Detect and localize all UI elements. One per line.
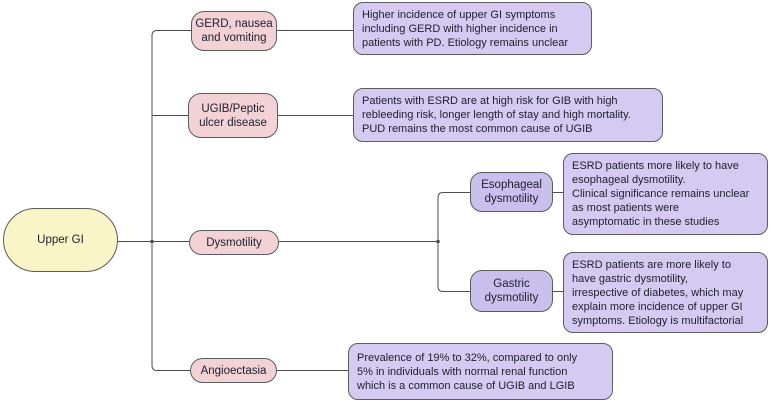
edge-split-children (437, 192, 470, 292)
detail-box-angioectasia: Prevalence of 19% to 32%, compared to on… (348, 343, 613, 400)
detail-box-esophageal: ESRD patients more likely to have esopha… (563, 153, 768, 235)
branch-node-ugib-peptic-ulcer: UGIB/Peptic ulcer disease (188, 93, 278, 138)
junction-dot-split (436, 239, 440, 244)
subnode-esophageal-dysmotility: Esophageal dysmotility (470, 172, 553, 212)
edge-trunk (151, 30, 191, 371)
junction-dot-trunk (150, 239, 154, 244)
branch-node-dysmotility: Dysmotility (189, 230, 279, 255)
detail-box-gastric: ESRD patients are more likely to have ga… (563, 252, 768, 333)
detail-box-ugib: Patients with ESRD are at high risk for … (353, 88, 663, 142)
subnode-gastric-dysmotility: Gastric dysmotility (470, 270, 553, 312)
root-node-upper-gi: Upper GI (3, 208, 118, 272)
branch-node-angioectasia: Angioectasia (190, 358, 277, 383)
detail-box-gerd: Higher incidence of upper GI symptoms in… (353, 2, 592, 55)
branch-node-gerd-nausea-vomiting: GERD, nausea and vomiting (191, 11, 277, 51)
